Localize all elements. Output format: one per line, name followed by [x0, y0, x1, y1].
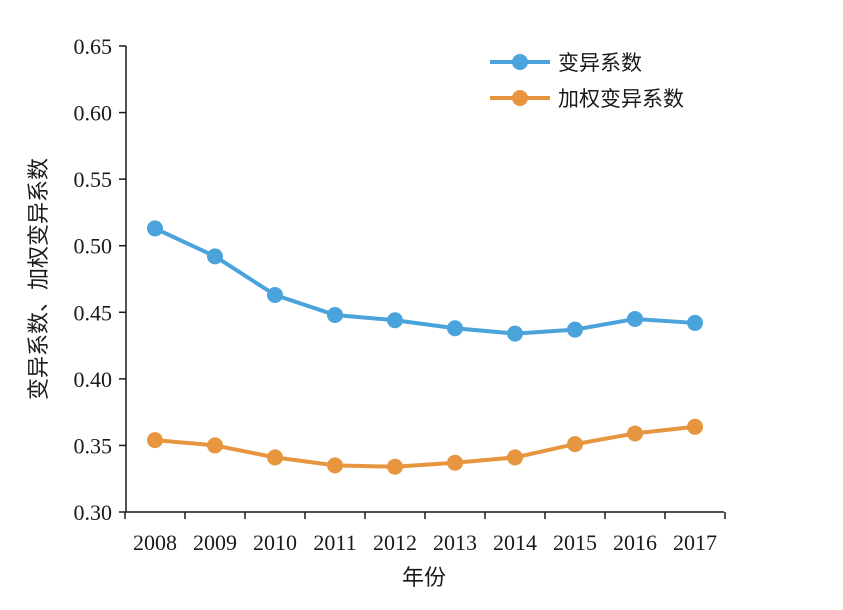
y-tick-label: 0.65 [74, 34, 113, 59]
x-tick-label: 2010 [253, 530, 297, 555]
data-point [267, 449, 283, 466]
data-point [687, 314, 703, 331]
x-tick-label: 2015 [553, 530, 597, 555]
x-tick-label: 2009 [193, 530, 237, 555]
x-tick-label: 2011 [313, 530, 356, 555]
data-point [207, 248, 223, 265]
y-tick-label: 0.55 [74, 167, 113, 192]
y-axis-ticks: 0.30 0.35 0.40 0.45 0.50 0.55 0.60 0.65 [74, 34, 126, 525]
data-point [147, 432, 163, 449]
data-point [447, 320, 463, 337]
data-point [507, 325, 523, 342]
series-2 [147, 418, 703, 475]
x-tick-label: 2016 [613, 530, 657, 555]
data-point [567, 436, 583, 453]
x-tick-label: 2013 [433, 530, 477, 555]
data-point [447, 454, 463, 471]
legend-item: 加权变异系数 [490, 87, 684, 111]
x-tick-label: 2017 [673, 530, 717, 555]
series-1 [147, 220, 703, 342]
y-tick-label: 0.50 [74, 234, 113, 259]
data-point [387, 458, 403, 475]
data-point [387, 312, 403, 329]
series-line [153, 424, 697, 469]
data-point [627, 310, 643, 327]
data-point [327, 457, 343, 474]
data-point [567, 321, 583, 338]
data-point [147, 220, 163, 237]
x-tick-label: 2008 [133, 530, 177, 555]
y-tick-label: 0.60 [74, 101, 113, 126]
data-point [687, 418, 703, 435]
legend-label: 变异系数 [558, 51, 642, 75]
data-point [267, 286, 283, 303]
x-tick-label: 2014 [493, 530, 537, 555]
series-layer [147, 220, 703, 475]
legend-swatch-marker [512, 90, 528, 106]
legend-swatch-marker [512, 54, 528, 70]
data-point [627, 425, 643, 442]
y-tick-label: 0.40 [74, 367, 113, 392]
y-tick-label: 0.45 [74, 300, 113, 325]
data-point [507, 449, 523, 466]
y-tick-label: 0.35 [74, 433, 113, 458]
x-tick-label: 2012 [373, 530, 417, 555]
legend-label: 加权变异系数 [558, 87, 684, 111]
data-point [207, 437, 223, 454]
data-point [327, 306, 343, 323]
legend-item: 变异系数 [490, 51, 642, 75]
series-line [153, 226, 697, 336]
x-axis-title: 年份 [402, 566, 446, 591]
y-tick-label: 0.30 [74, 500, 113, 525]
x-axis-ticks: 2008 2009 2010 2011 2012 2013 2014 2015 2016 2017 [124, 512, 726, 555]
y-axis-title: 变异系数、加权变异系数 [27, 158, 52, 400]
